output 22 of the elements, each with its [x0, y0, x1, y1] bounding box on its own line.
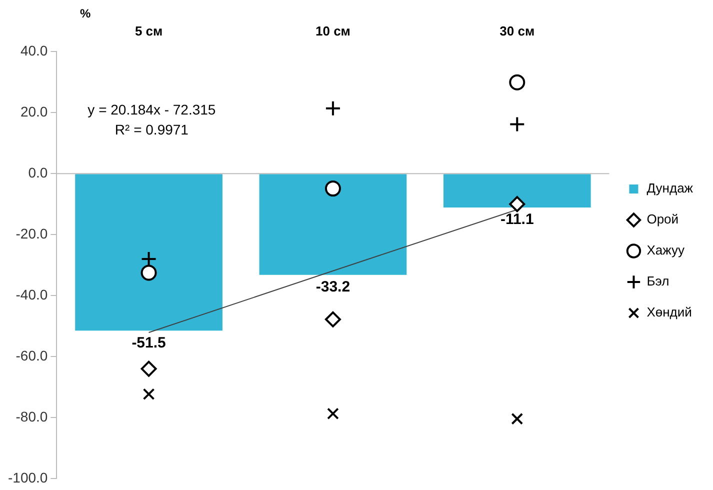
y-tick-label: -100.0 — [8, 469, 48, 486]
legend-label: Орой — [646, 212, 679, 227]
y-tick-label: 40.0 — [20, 42, 48, 58]
legend-label: Хөндий — [646, 304, 692, 320]
legend-label: Бэл — [646, 274, 670, 289]
x-tick-label: 30 см — [500, 23, 535, 38]
annotation: y = 20.184x - 72.315 — [88, 101, 216, 118]
data-label: -11.1 — [500, 211, 534, 228]
annotation: R² = 0.9971 — [114, 121, 189, 138]
y-tick-label: -20.0 — [16, 225, 48, 242]
x-tick-label: 10 см — [315, 23, 350, 38]
legend-label: Хажуу — [646, 242, 685, 258]
x-tick-label: 5 см — [134, 23, 163, 38]
y-tick-label: -80.0 — [16, 408, 48, 424]
y-tick-label: 0.0 — [28, 164, 48, 180]
data-label: -51.5 — [132, 334, 166, 352]
legend-label: Дундаж — [646, 180, 694, 196]
data-label: -33.2 — [316, 278, 350, 296]
y-tick-label: 20.0 — [20, 103, 48, 120]
y-tick-label: -40.0 — [16, 286, 48, 302]
y-axis-title: % — [80, 6, 91, 20]
y-tick-label: -60.0 — [16, 347, 48, 364]
